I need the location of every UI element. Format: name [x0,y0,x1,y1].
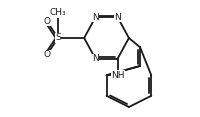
Text: CH₃: CH₃ [50,8,66,17]
Text: O: O [43,50,50,59]
Text: S: S [55,33,61,42]
Text: N: N [92,13,99,22]
Text: NH: NH [111,71,124,80]
Text: N: N [114,13,121,22]
Text: N: N [92,54,99,63]
Text: O: O [43,17,50,26]
